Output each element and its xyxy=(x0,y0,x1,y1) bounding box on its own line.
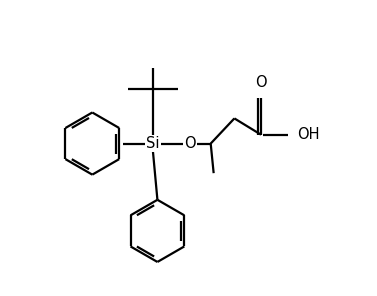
Text: O: O xyxy=(184,136,196,151)
Text: O: O xyxy=(255,75,267,90)
Text: Si: Si xyxy=(146,136,160,151)
Text: OH: OH xyxy=(297,127,319,142)
